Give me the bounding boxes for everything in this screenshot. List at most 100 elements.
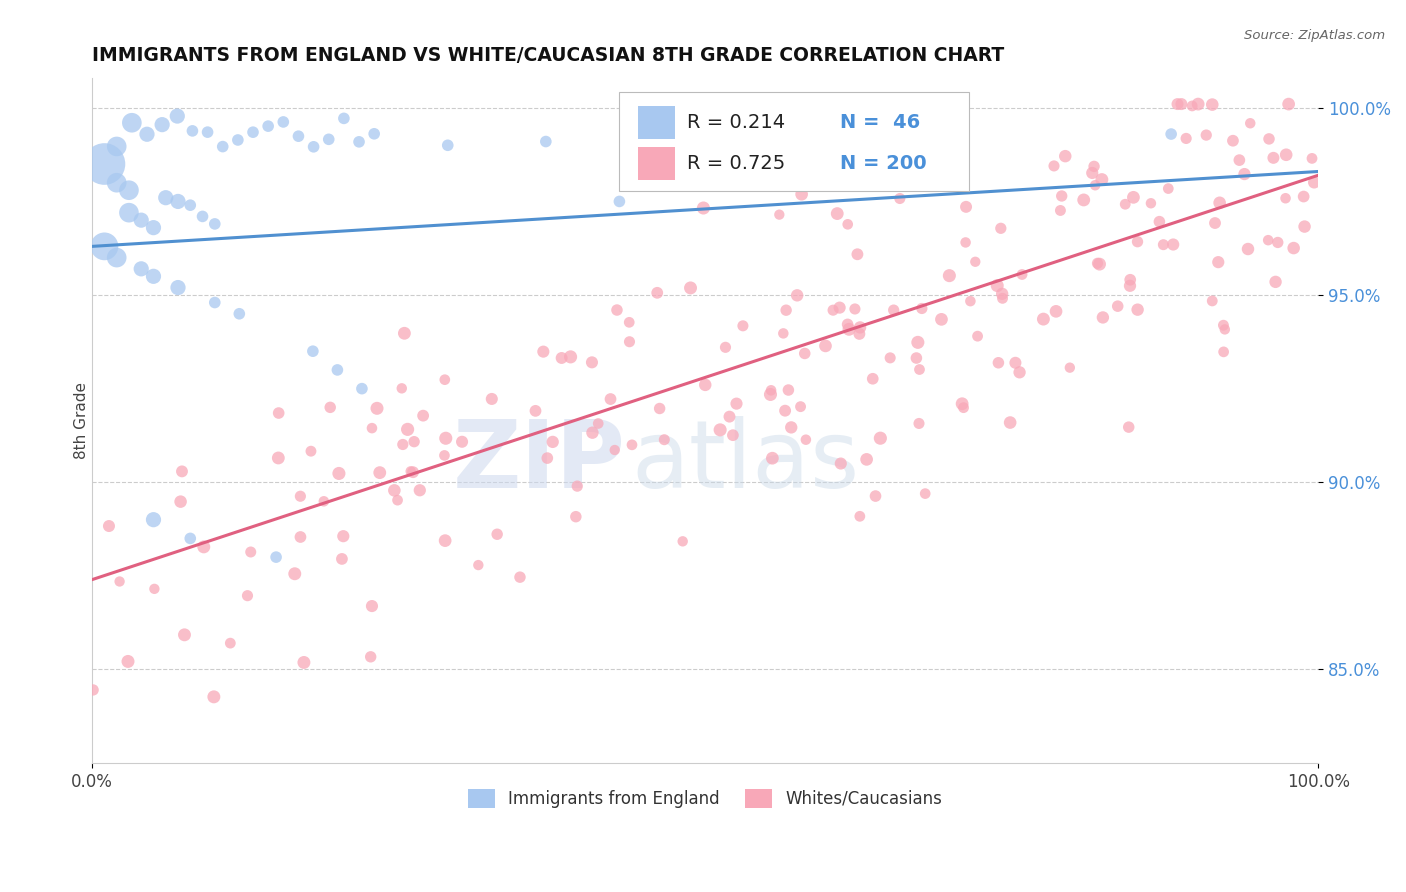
Point (361, 421, 384, 435)
Point (98, 519, 121, 533)
Point (606, 303, 628, 318)
Point (879, 351, 901, 365)
Text: atlas: atlas (631, 416, 860, 508)
Point (1161, 237, 1184, 252)
Point (1149, 214, 1171, 228)
Text: N = 200: N = 200 (841, 154, 927, 173)
Point (883, 161, 905, 175)
Point (360, 649, 382, 664)
Point (998, 416, 1021, 430)
Point (143, 582, 166, 596)
Text: R = 0.214: R = 0.214 (688, 113, 785, 132)
Point (652, 433, 675, 447)
Point (328, 467, 350, 481)
Point (862, 372, 884, 386)
Point (1032, 312, 1054, 326)
Point (219, 636, 242, 650)
Point (451, 434, 474, 449)
Point (108, 574, 131, 589)
Point (793, 346, 815, 360)
Point (404, 434, 426, 449)
Point (1118, 420, 1140, 434)
Point (848, 326, 870, 341)
Point (775, 303, 797, 318)
Point (769, 110, 792, 124)
Point (1264, 275, 1286, 289)
Point (1237, 242, 1260, 256)
Point (287, 129, 309, 144)
Point (991, 291, 1014, 305)
Point (1206, 255, 1229, 269)
Point (326, 363, 349, 377)
Point (524, 404, 547, 418)
Point (1011, 268, 1033, 282)
Point (242, 125, 264, 139)
Point (825, 206, 848, 220)
Point (905, 351, 928, 365)
Point (1160, 127, 1182, 141)
Point (142, 220, 165, 235)
Point (1239, 116, 1261, 130)
Point (330, 552, 353, 566)
Point (1294, 219, 1316, 234)
Point (889, 192, 911, 206)
Point (645, 285, 668, 300)
Point (1263, 151, 1285, 165)
Point (1212, 318, 1234, 333)
Point (117, 655, 139, 669)
Point (271, 115, 294, 129)
Bar (638, 147, 675, 180)
Point (179, 532, 201, 546)
Point (567, 479, 589, 493)
Point (1213, 322, 1236, 336)
Point (167, 194, 190, 209)
Point (849, 509, 872, 524)
Point (709, 423, 731, 437)
Point (1091, 172, 1114, 186)
Point (534, 135, 557, 149)
Point (966, 329, 988, 343)
Point (347, 135, 370, 149)
Point (1257, 233, 1279, 247)
Point (105, 251, 128, 265)
Point (1119, 273, 1142, 287)
Point (1157, 181, 1180, 195)
Point (1212, 344, 1234, 359)
Point (368, 466, 391, 480)
Point (761, 451, 783, 466)
Point (620, 438, 643, 452)
Point (883, 303, 905, 318)
Point (855, 452, 877, 467)
Point (1267, 235, 1289, 250)
Point (136, 128, 159, 142)
Point (396, 422, 419, 436)
Point (1208, 195, 1230, 210)
Point (166, 109, 188, 123)
Point (290, 530, 312, 544)
Point (780, 420, 803, 434)
Point (1166, 97, 1188, 112)
Point (363, 127, 385, 141)
Point (1008, 365, 1031, 379)
Point (1050, 189, 1073, 203)
Point (1152, 237, 1174, 252)
Point (394, 326, 416, 341)
Point (467, 558, 489, 572)
Point (82, 682, 104, 697)
Point (581, 425, 603, 440)
Point (228, 307, 250, 321)
Point (1275, 148, 1298, 162)
Point (1088, 257, 1111, 271)
Point (1195, 128, 1218, 142)
Point (609, 194, 631, 209)
Point (586, 417, 609, 431)
Point (290, 489, 312, 503)
Point (846, 247, 869, 261)
Point (366, 401, 388, 416)
Point (865, 489, 887, 503)
Point (1170, 97, 1192, 112)
Point (1187, 97, 1209, 112)
Point (692, 201, 714, 215)
Point (869, 431, 891, 445)
Point (938, 268, 960, 283)
